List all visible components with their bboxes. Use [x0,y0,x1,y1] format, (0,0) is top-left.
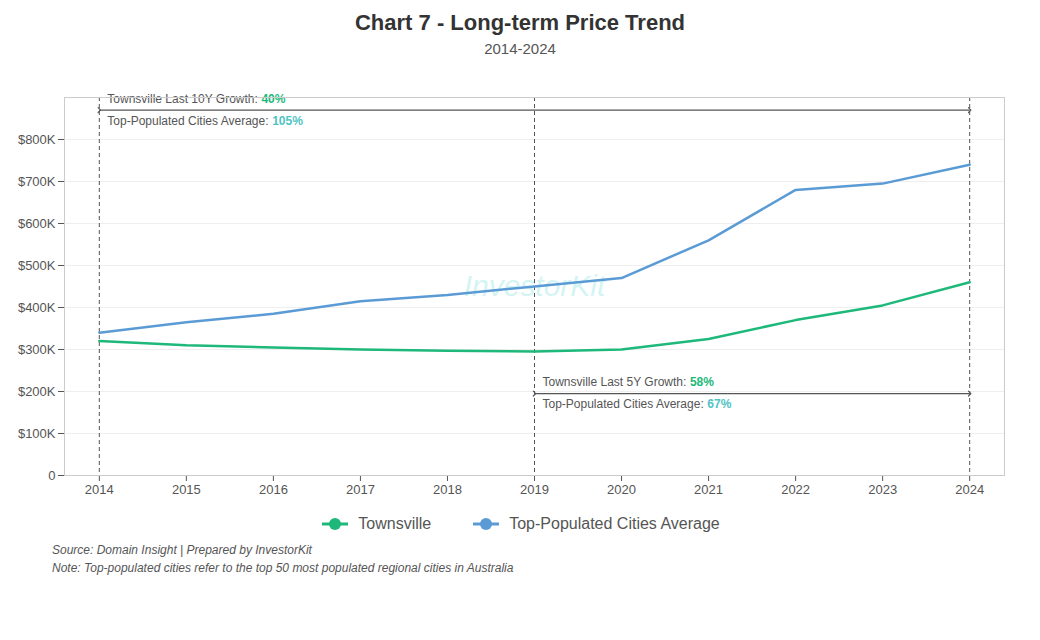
svg-text:2016: 2016 [259,482,288,497]
html-text:2014-2024: 2014-2024 [484,40,556,57]
html-text:Townsville: Townsville [358,515,432,532]
svg-text:Top-Populated Cities Average:1: Top-Populated Cities Average:105% [107,114,303,128]
svg-text:$400K: $400K [18,300,56,315]
html-text:Source: Domain Insight | Prepa: Source: Domain Insight | Prepared by Inv… [52,543,312,557]
svg-text:$300K: $300K [18,342,56,357]
svg-text:Top-Populated Cities Average:6: Top-Populated Cities Average:67% [543,397,732,411]
html-text:Chart 7 - Long-term Price Tren: Chart 7 - Long-term Price Trend [355,10,685,35]
svg-text:$500K: $500K [18,258,56,273]
svg-text:2015: 2015 [172,482,201,497]
svg-text:$600K: $600K [18,216,56,231]
svg-text:2021: 2021 [694,482,723,497]
svg-text:2023: 2023 [868,482,897,497]
svg-text:$200K: $200K [18,384,56,399]
html-text:Top-Populated Cities Average: Top-Populated Cities Average [509,515,720,532]
svg-text:$700K: $700K [18,174,56,189]
svg-text:2014: 2014 [85,482,114,497]
svg-text:2018: 2018 [433,482,462,497]
svg-text:0: 0 [48,468,55,483]
svg-text:2017: 2017 [346,482,375,497]
svg-text:Townsville Last 10Y Growth:40%: Townsville Last 10Y Growth:40% [107,92,285,106]
html-text:Note: Top-populated cities ref: Note: Top-populated cities refer to the … [52,561,514,575]
svg-text:InvestorKit: InvestorKit [463,269,606,303]
svg-text:2020: 2020 [607,482,636,497]
svg-text:$100K: $100K [18,426,56,441]
svg-text:2022: 2022 [781,482,810,497]
svg-text:2024: 2024 [955,482,984,497]
svg-text:Townsville Last 5Y Growth:58%: Townsville Last 5Y Growth:58% [543,375,715,389]
svg-text:2019: 2019 [520,482,549,497]
svg-text:$800K: $800K [18,132,56,147]
